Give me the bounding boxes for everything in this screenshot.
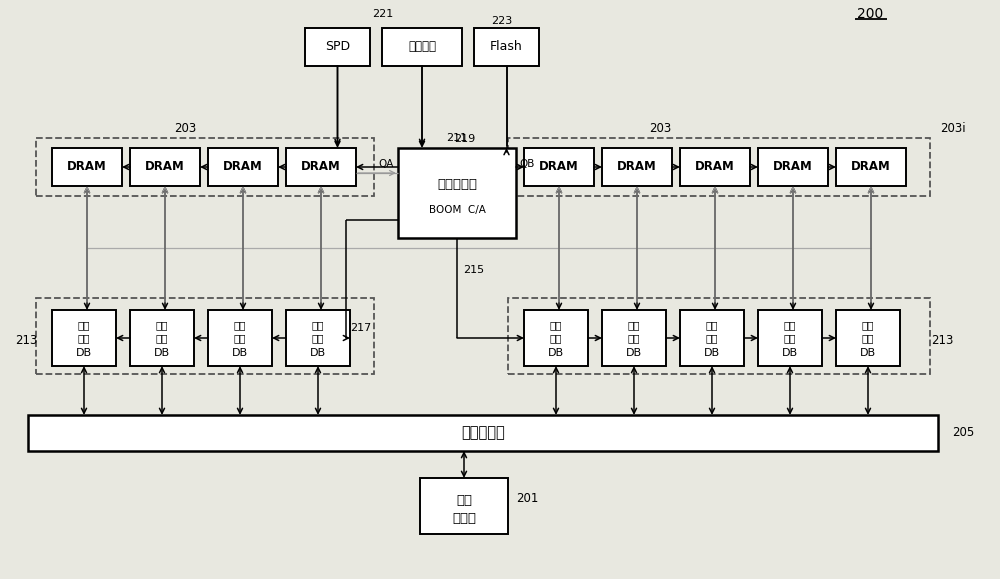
Text: 203: 203 [649, 122, 671, 134]
Bar [208, 148, 278, 186]
Text: DRAM: DRAM [539, 160, 579, 174]
Text: 数据: 数据 [784, 333, 796, 343]
Bar [602, 310, 666, 366]
Text: DB: DB [626, 348, 642, 358]
Bar [305, 28, 370, 66]
Text: 203: 203 [174, 122, 196, 134]
Text: DB: DB [860, 348, 876, 358]
Bar [602, 148, 672, 186]
Text: 中央: 中央 [456, 493, 472, 507]
Text: DB: DB [704, 348, 720, 358]
Bar [52, 148, 122, 186]
Text: 205: 205 [952, 427, 974, 439]
Text: 223: 223 [491, 16, 513, 26]
Bar [52, 310, 116, 366]
Bar [474, 28, 539, 66]
Bar [836, 310, 900, 366]
Bar [508, 298, 930, 374]
Bar [36, 298, 374, 374]
Bar [836, 148, 906, 186]
Text: 中心缓存器: 中心缓存器 [437, 178, 477, 190]
Text: 数据: 数据 [550, 333, 562, 343]
Text: DRAM: DRAM [773, 160, 813, 174]
Text: 217: 217 [350, 323, 371, 333]
Bar [524, 310, 588, 366]
Text: 数据: 数据 [234, 333, 246, 343]
Text: 数据: 数据 [312, 333, 324, 343]
Text: 200: 200 [857, 7, 883, 21]
Text: QA: QA [379, 159, 394, 169]
Text: 参考: 参考 [234, 320, 246, 330]
Text: 213: 213 [15, 334, 37, 346]
Text: 参考: 参考 [862, 320, 874, 330]
Bar [758, 148, 828, 186]
Text: 数据: 数据 [862, 333, 874, 343]
Text: 203i: 203i [940, 122, 966, 134]
Text: DB: DB [232, 348, 248, 358]
Bar [28, 415, 938, 451]
Text: 参考: 参考 [550, 320, 562, 330]
Text: QB: QB [519, 159, 534, 169]
Text: DRAM: DRAM [145, 160, 185, 174]
Bar [208, 310, 272, 366]
Bar [286, 310, 350, 366]
Bar [286, 148, 356, 186]
Text: SPD: SPD [325, 41, 350, 53]
Text: 数据: 数据 [156, 333, 168, 343]
Text: DRAM: DRAM [617, 160, 657, 174]
Bar [36, 138, 374, 196]
Bar [398, 148, 516, 238]
Bar [758, 310, 822, 366]
Bar [680, 148, 750, 186]
Text: DB: DB [76, 348, 92, 358]
Bar [382, 28, 462, 66]
Text: 参考: 参考 [628, 320, 640, 330]
Text: 参考: 参考 [156, 320, 168, 330]
Text: DB: DB [310, 348, 326, 358]
Text: 数据: 数据 [78, 333, 90, 343]
Text: 213: 213 [931, 334, 953, 346]
Text: 参考: 参考 [78, 320, 90, 330]
Text: DRAM: DRAM [695, 160, 735, 174]
Text: 201: 201 [516, 492, 538, 504]
Text: 数据: 数据 [628, 333, 640, 343]
Text: 221: 221 [372, 9, 394, 19]
Text: 211: 211 [446, 133, 468, 143]
Text: DRAM: DRAM [301, 160, 341, 174]
Text: Flash: Flash [490, 41, 523, 53]
Text: DB: DB [154, 348, 170, 358]
Text: DRAM: DRAM [851, 160, 891, 174]
Bar [130, 148, 200, 186]
Bar [130, 310, 194, 366]
Text: 存储器接口: 存储器接口 [461, 426, 505, 441]
Text: 处理器: 处理器 [452, 511, 476, 525]
Text: 身份验证: 身份验证 [408, 41, 436, 53]
Text: DB: DB [548, 348, 564, 358]
Text: 参考: 参考 [706, 320, 718, 330]
Text: 参考: 参考 [784, 320, 796, 330]
Text: 数据: 数据 [706, 333, 718, 343]
Bar [508, 138, 930, 196]
Bar [524, 148, 594, 186]
Text: 215: 215 [463, 265, 484, 275]
Bar [680, 310, 744, 366]
Text: DB: DB [782, 348, 798, 358]
Text: DRAM: DRAM [223, 160, 263, 174]
Text: 参考: 参考 [312, 320, 324, 330]
Bar [420, 478, 508, 534]
Text: BOOM  C/A: BOOM C/A [429, 205, 485, 215]
Text: 219: 219 [454, 134, 476, 144]
Text: DRAM: DRAM [67, 160, 107, 174]
